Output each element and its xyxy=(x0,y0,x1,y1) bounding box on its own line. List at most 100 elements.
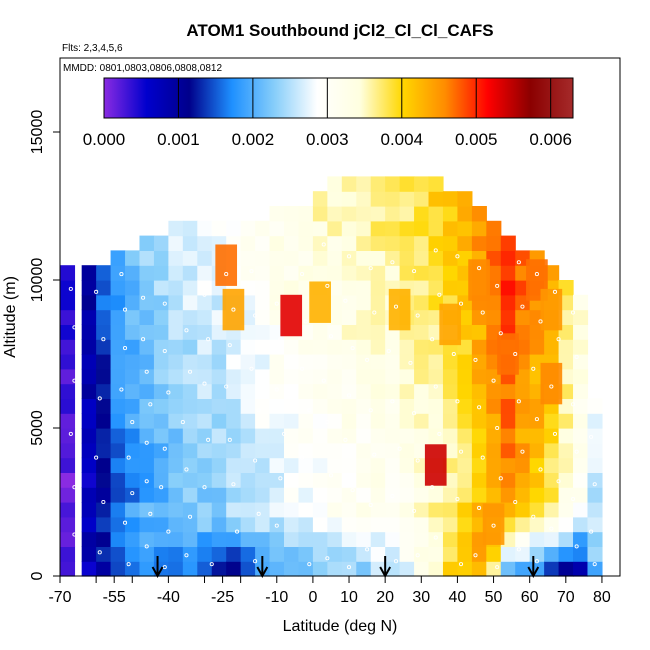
heatmap-cell xyxy=(211,428,227,444)
observation-point xyxy=(144,369,149,374)
heatmap-cell xyxy=(442,516,459,533)
heatmap-cell xyxy=(211,531,227,547)
heatmap-cell xyxy=(414,516,430,533)
heatmap-cell xyxy=(182,235,198,251)
observation-point xyxy=(307,562,312,567)
heatmap-cell xyxy=(298,413,314,429)
heatmap-cell xyxy=(414,206,430,222)
heatmap-cell xyxy=(197,235,213,251)
heatmap-cell xyxy=(428,561,444,577)
observation-point xyxy=(119,387,124,392)
heatmap-cell xyxy=(168,383,184,399)
heatmap-cell xyxy=(385,354,401,370)
heatmap-cell xyxy=(327,339,343,355)
observation-point xyxy=(101,337,106,342)
observation-point xyxy=(119,272,124,277)
observation-point xyxy=(231,482,236,487)
heatmap-cell xyxy=(442,235,459,251)
heatmap-cell xyxy=(255,531,271,547)
heatmap-cell xyxy=(370,280,386,296)
observation-point xyxy=(321,520,326,525)
observation-point xyxy=(346,393,352,398)
heatmap-cell xyxy=(457,413,473,429)
chart-title: ATOM1 Southbound jCl2_Cl_Cl_CAFS xyxy=(186,21,493,40)
heatmap-cell xyxy=(500,280,516,296)
heatmap-cell xyxy=(486,235,502,251)
heatmap-cell xyxy=(544,502,560,518)
heatmap-cell xyxy=(442,383,459,399)
heatmap-cell xyxy=(255,324,271,340)
observation-point xyxy=(495,425,500,431)
heatmap-cell xyxy=(414,191,430,207)
x-tick-label: 80 xyxy=(593,589,611,606)
heatmap-cell xyxy=(110,428,126,444)
heatmap-cell xyxy=(240,220,256,237)
observation-point xyxy=(513,351,518,357)
observation-point xyxy=(325,556,330,561)
heatmap-cell xyxy=(240,339,256,355)
heatmap-cell xyxy=(399,487,415,503)
heatmap-cell xyxy=(125,339,141,355)
observation-point xyxy=(231,307,236,312)
heatmap-cell xyxy=(139,487,155,503)
heatmap-cell xyxy=(226,561,242,577)
heatmap-cell xyxy=(587,561,603,577)
heatmap-cell xyxy=(312,368,328,385)
heatmap-cell xyxy=(168,294,184,311)
heatmap-cell xyxy=(327,354,343,370)
heatmap-cell xyxy=(327,191,343,207)
heatmap-cell xyxy=(226,398,242,414)
heatmap-cell xyxy=(457,516,473,533)
heatmap-cell xyxy=(168,472,184,488)
heatmap-cell xyxy=(573,383,589,399)
heatmap-cell xyxy=(327,516,343,533)
heatmap-cell xyxy=(197,294,213,311)
heatmap-cell xyxy=(500,442,516,459)
heatmap-cell xyxy=(385,235,401,251)
heatmap-cell xyxy=(457,502,473,518)
heatmap-cell xyxy=(240,398,256,414)
heatmap-cell xyxy=(341,235,357,251)
heatmap-cell xyxy=(284,428,300,444)
observation-point xyxy=(592,482,597,487)
observation-point xyxy=(534,559,539,564)
observation-point xyxy=(253,559,258,564)
heatmap-cell xyxy=(385,516,401,533)
heatmap-cell xyxy=(486,457,502,473)
heatmap-cell xyxy=(356,516,372,533)
observation-point xyxy=(224,384,229,389)
heatmap-cell xyxy=(168,561,184,577)
observation-point xyxy=(412,411,417,416)
observation-point xyxy=(256,511,261,516)
heatmap-cell xyxy=(182,442,198,459)
heatmap-cell xyxy=(442,442,459,459)
heatmap-cell xyxy=(139,265,155,281)
heatmap-cell xyxy=(486,442,502,459)
heatmap-cell xyxy=(240,531,256,547)
heatmap-cell xyxy=(341,472,357,488)
heatmap-cell xyxy=(356,324,372,340)
heatmap-cell xyxy=(226,442,242,459)
heatmap-cell xyxy=(558,561,574,577)
observation-point xyxy=(300,272,305,277)
heatmap-cell xyxy=(182,265,198,281)
heatmap-cell xyxy=(298,442,314,459)
heatmap-cell xyxy=(298,487,314,503)
observation-point xyxy=(162,446,167,451)
heatmap-cell xyxy=(211,487,227,503)
heatmap-cell xyxy=(356,442,372,459)
heatmap-cell xyxy=(587,428,603,444)
observation-point xyxy=(574,449,579,454)
heatmap-cell xyxy=(60,383,76,399)
heatmap-cell xyxy=(211,472,227,488)
heatmap-cell xyxy=(182,398,198,414)
heatmap-cell xyxy=(81,531,97,547)
heatmap-cell xyxy=(370,294,386,311)
heatmap-cell xyxy=(284,250,300,266)
heatmap-cell xyxy=(515,383,531,399)
heatmap-cell xyxy=(442,428,459,444)
heatmap-cell xyxy=(486,220,502,237)
heatmap-cell xyxy=(60,561,76,577)
observation-point xyxy=(180,420,185,425)
observation-point xyxy=(513,499,518,505)
